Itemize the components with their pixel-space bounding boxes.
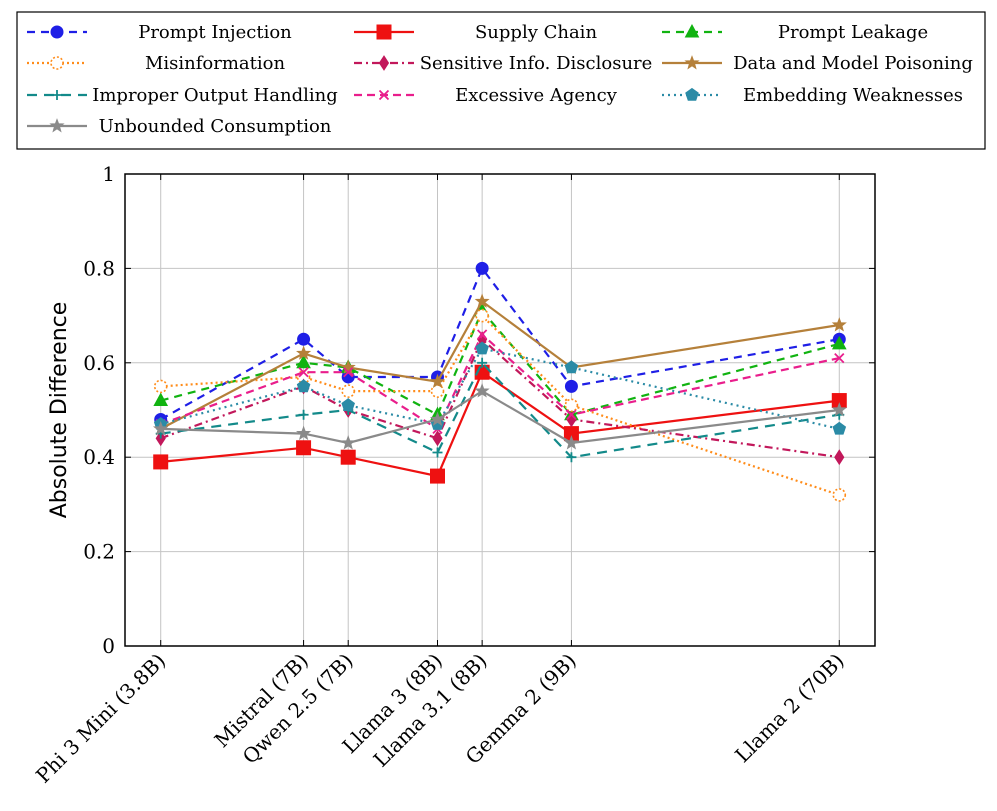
data-point bbox=[831, 402, 847, 417]
data-point bbox=[296, 354, 311, 369]
data-point bbox=[298, 409, 309, 420]
series-unbounded-consumption bbox=[153, 383, 847, 450]
legend-swatch-marker bbox=[49, 118, 65, 133]
legend-swatch-marker bbox=[685, 87, 699, 101]
y-tick-label: 1 bbox=[102, 162, 115, 186]
data-point bbox=[564, 379, 578, 393]
data-point bbox=[834, 449, 845, 466]
legend-label: Prompt Leakage bbox=[778, 22, 928, 43]
legend-item: Excessive Agency bbox=[354, 85, 618, 106]
data-point bbox=[432, 430, 443, 447]
data-point bbox=[340, 435, 356, 450]
legend-swatch-marker bbox=[376, 24, 392, 40]
legend-label: Embedding Weaknesses bbox=[743, 85, 963, 106]
data-point bbox=[298, 367, 309, 378]
y-tick-label: 0.8 bbox=[83, 256, 115, 280]
data-point bbox=[430, 468, 445, 484]
data-point bbox=[343, 367, 354, 378]
legend-box bbox=[16, 11, 986, 150]
data-point bbox=[831, 335, 847, 350]
data-point bbox=[430, 384, 445, 398]
data-point bbox=[153, 392, 169, 407]
data-point bbox=[475, 261, 489, 275]
data-point bbox=[153, 379, 168, 394]
legend-swatch-marker bbox=[378, 89, 390, 101]
legend-label: Data and Model Poisoning bbox=[733, 53, 973, 74]
data-point bbox=[474, 383, 490, 398]
legend-item: Data and Model Poisoning bbox=[662, 53, 973, 74]
plot-frame bbox=[124, 173, 876, 647]
data-point bbox=[429, 373, 446, 389]
legend-item: Unbounded Consumption bbox=[27, 116, 332, 137]
data-point bbox=[564, 360, 579, 374]
data-point bbox=[477, 357, 488, 368]
data-point bbox=[153, 454, 169, 470]
y-axis-label: Absolute Difference bbox=[47, 302, 72, 519]
grid bbox=[125, 173, 875, 647]
legend-item: Improper Output Handling bbox=[27, 85, 338, 106]
data-point bbox=[340, 359, 356, 374]
legend-label: Unbounded Consumption bbox=[99, 116, 332, 137]
data-point bbox=[340, 449, 356, 465]
legend-item: Sensitive Info. Disclosure bbox=[354, 53, 652, 74]
legend-swatch-marker bbox=[50, 25, 64, 39]
legend-item: Misinformation bbox=[27, 53, 285, 74]
series-layer bbox=[153, 261, 847, 502]
data-point bbox=[296, 425, 312, 441]
legend-item: Prompt Leakage bbox=[662, 22, 928, 43]
data-point bbox=[297, 332, 311, 346]
data-point bbox=[341, 398, 355, 411]
data-point bbox=[563, 435, 579, 450]
data-point bbox=[566, 409, 577, 420]
legend-swatch-marker bbox=[50, 56, 64, 70]
legend-item: Supply Chain bbox=[354, 22, 597, 43]
data-point bbox=[831, 317, 847, 332]
data-point bbox=[834, 352, 845, 364]
legend-swatch-marker bbox=[684, 23, 700, 38]
legend-swatch-marker bbox=[684, 55, 700, 70]
data-point bbox=[341, 384, 356, 398]
data-point bbox=[474, 293, 490, 308]
data-point bbox=[475, 308, 489, 323]
series-supply-chain bbox=[153, 364, 847, 484]
y-tick-label: 0 bbox=[102, 634, 115, 658]
legend-label: Misinformation bbox=[145, 53, 286, 74]
legend-label: Improper Output Handling bbox=[92, 85, 337, 106]
legend-label: Prompt Injection bbox=[138, 22, 292, 43]
data-point bbox=[296, 440, 312, 456]
data-point bbox=[153, 420, 169, 436]
y-tick-label: 0.2 bbox=[83, 540, 115, 564]
legend-label: Supply Chain bbox=[475, 22, 597, 43]
data-point bbox=[296, 379, 311, 393]
legend-label: Excessive Agency bbox=[455, 85, 618, 106]
data-point bbox=[429, 411, 446, 426]
legend-item: Prompt Injection bbox=[27, 22, 292, 43]
data-point bbox=[832, 488, 847, 502]
data-point bbox=[477, 329, 488, 340]
data-point bbox=[564, 398, 579, 413]
legend-item: Embedding Weaknesses bbox=[662, 85, 963, 106]
legend-label: Sensitive Info. Disclosure bbox=[420, 53, 653, 74]
data-point bbox=[475, 341, 489, 355]
data-point bbox=[832, 421, 847, 435]
data-point bbox=[432, 447, 443, 458]
series-misinformation bbox=[153, 308, 847, 502]
y-tick-label: 0.4 bbox=[83, 445, 115, 469]
data-point bbox=[566, 452, 577, 463]
legend: Prompt Injection Supply Chain Prompt Leaka… bbox=[16, 11, 986, 150]
data-point bbox=[296, 345, 312, 360]
legend-swatch-marker bbox=[378, 55, 390, 71]
legend-swatch-marker bbox=[52, 90, 62, 100]
y-tick-label: 0.6 bbox=[83, 351, 115, 375]
